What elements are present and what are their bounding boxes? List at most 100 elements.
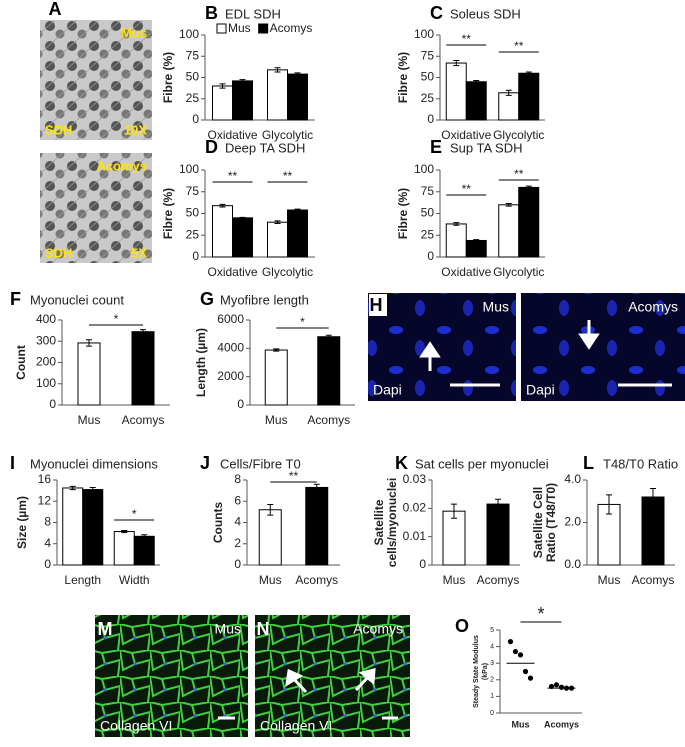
- chart-title: Sat cells per myonuclei: [415, 456, 549, 471]
- letter-box: [369, 294, 387, 316]
- bar: [445, 223, 467, 258]
- y-tick-label: 300: [36, 333, 56, 347]
- arrow-head: [419, 341, 441, 358]
- micrograph: [40, 20, 152, 140]
- x-tick-label: Mus: [512, 719, 530, 729]
- x-tick-label: Mus: [78, 413, 101, 427]
- x-tick-label: Glycolytic: [493, 128, 544, 142]
- x-tick-label: Acomys: [632, 573, 675, 587]
- panel-letter: F: [10, 289, 21, 309]
- bar: [518, 186, 540, 258]
- y-tick-label: 0.02: [403, 501, 427, 515]
- bar: [113, 531, 135, 566]
- error-bar: [650, 488, 656, 506]
- significance-label: **: [462, 182, 472, 196]
- y-axis-label: Count: [14, 345, 28, 380]
- error-bar: [219, 83, 226, 89]
- y-axis-label: Size (µm): [15, 496, 29, 549]
- x-tick-label: Glycolytic: [262, 265, 313, 279]
- y-tick-label: 8: [234, 472, 241, 486]
- significance-label: *: [537, 604, 544, 624]
- y-axis-label: Fibre (%): [396, 52, 410, 103]
- error-bar: [453, 222, 460, 226]
- error-bar: [473, 79, 480, 84]
- image-label: Acomys: [96, 158, 147, 173]
- image-label: Dapi: [373, 382, 402, 398]
- chart-title: Sup TA SDH: [450, 140, 523, 155]
- significance-label: **: [514, 39, 524, 53]
- chart-title: Soleus SDH: [450, 6, 521, 21]
- chart-title: Deep TA SDH: [225, 140, 305, 155]
- data-point: [527, 675, 534, 681]
- y-tick-label: 25: [186, 227, 200, 241]
- error-bar: [451, 503, 457, 519]
- y-tick-label: 1: [490, 693, 494, 700]
- error-bar: [89, 486, 96, 493]
- error-bar: [274, 67, 281, 73]
- y-tick-label: 0: [237, 397, 244, 411]
- panel-letter: A: [49, 0, 62, 19]
- y-axis-label: (kPa): [482, 663, 489, 680]
- legend-label: Acomys: [270, 21, 313, 35]
- bar: [498, 204, 520, 258]
- image-label: 5X: [131, 245, 147, 260]
- micrograph: [368, 293, 516, 401]
- image-label: 10X: [124, 122, 147, 137]
- image-label: Mus: [483, 299, 509, 315]
- image-label: Collagen VI: [100, 718, 172, 734]
- y-tick-label: 2: [234, 536, 241, 550]
- error-bar: [525, 71, 532, 76]
- panel-letter: L: [583, 453, 594, 473]
- x-tick-label: Glycolytic: [262, 128, 313, 142]
- panel-letter: J: [200, 453, 210, 473]
- chart-title: Cells/Fibre T0: [220, 456, 301, 471]
- bar: [267, 69, 288, 121]
- chart-title: T48/T0 Ratio: [603, 456, 678, 471]
- error-bar: [274, 220, 281, 225]
- y-tick-label: 12: [38, 493, 52, 507]
- panel-letter: B: [205, 3, 218, 23]
- x-tick-label: Acomys: [307, 413, 350, 427]
- bar: [498, 92, 520, 121]
- arrow-head: [358, 668, 376, 685]
- x-tick-label: Acomys: [477, 573, 520, 587]
- bar: [486, 503, 510, 566]
- bar: [212, 85, 233, 121]
- x-tick-label: Oxidative: [207, 128, 257, 142]
- bar: [62, 487, 84, 566]
- bar: [133, 535, 155, 566]
- arrow-head: [578, 333, 600, 350]
- significance-label: **: [228, 169, 238, 183]
- error-bar: [294, 72, 301, 76]
- y-tick-label: 100: [414, 27, 434, 41]
- panel-letter: I: [10, 453, 15, 473]
- y-tick-label: 50: [421, 70, 435, 84]
- y-tick-label: 8: [44, 515, 51, 529]
- y-tick-label: 400: [36, 312, 56, 326]
- y-tick-label: 3: [490, 660, 494, 667]
- legend-swatch: [258, 23, 269, 34]
- significance-label: **: [283, 169, 293, 183]
- error-bar: [505, 202, 512, 207]
- y-tick-label: 4000: [217, 341, 244, 355]
- panel-letter: D: [205, 137, 218, 157]
- bar: [442, 510, 466, 566]
- y-axis-label: Satellite: [372, 499, 386, 545]
- y-tick-label: 0: [44, 557, 51, 571]
- x-tick-label: Mus: [443, 573, 466, 587]
- error-bar: [219, 203, 226, 208]
- data-point: [517, 652, 524, 658]
- panel-letter: G: [200, 289, 214, 309]
- y-axis-label: Satellite Cell: [531, 487, 545, 558]
- bar: [258, 509, 282, 566]
- y-tick-label: 100: [179, 27, 199, 41]
- chart-title: EDL SDH: [225, 6, 281, 21]
- y-axis-label: Counts: [211, 502, 225, 544]
- error-bar: [505, 89, 512, 96]
- error-bar: [313, 483, 320, 492]
- bar: [82, 489, 104, 566]
- y-axis-label: Fibre (%): [161, 52, 175, 103]
- data-point: [507, 639, 514, 645]
